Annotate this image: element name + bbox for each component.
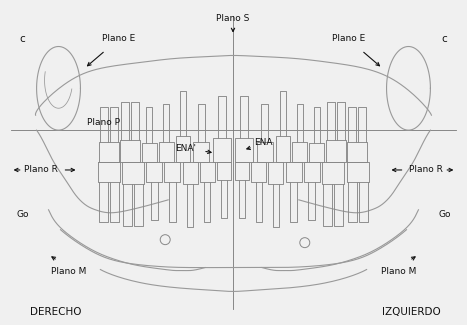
- Text: ENA': ENA': [175, 144, 196, 152]
- Text: ENA: ENA: [254, 137, 272, 147]
- Text: Plano P: Plano P: [87, 118, 120, 127]
- Text: Go: Go: [438, 210, 451, 219]
- Text: c: c: [441, 33, 447, 44]
- Text: IZQUIERDO: IZQUIERDO: [382, 307, 441, 317]
- Text: Plano E: Plano E: [332, 34, 365, 43]
- Text: Plano M: Plano M: [51, 267, 86, 276]
- Text: Plano S: Plano S: [216, 14, 250, 23]
- Text: Plano R: Plano R: [410, 165, 443, 175]
- Text: DERECHO: DERECHO: [30, 307, 81, 317]
- Text: Plano R: Plano R: [24, 165, 57, 175]
- Text: Plano M: Plano M: [381, 267, 416, 276]
- Text: c: c: [20, 33, 26, 44]
- Text: Go: Go: [16, 210, 29, 219]
- Text: Plano E: Plano E: [102, 34, 135, 43]
